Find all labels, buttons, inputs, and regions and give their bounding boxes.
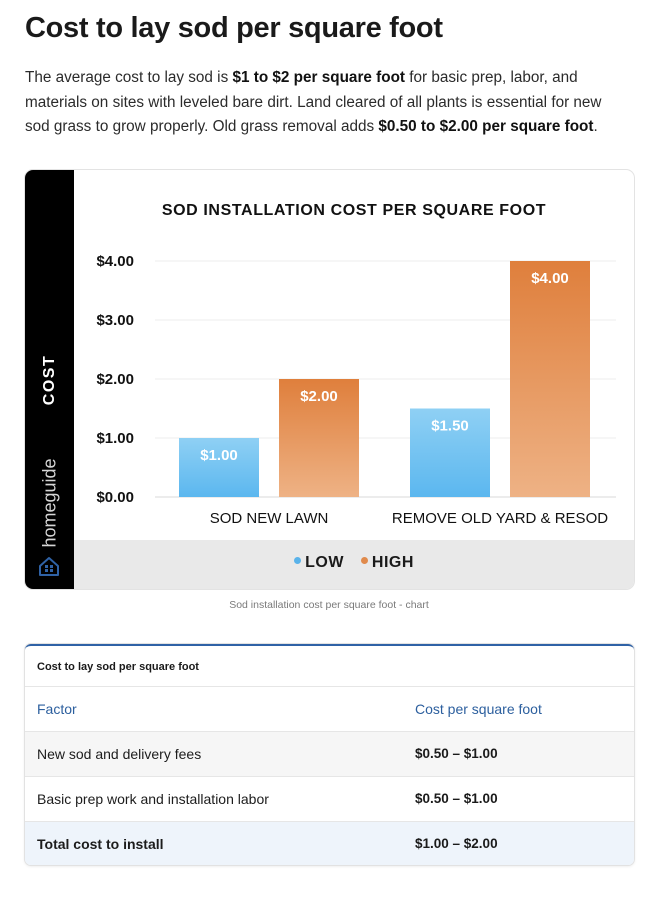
row-factor: New sod and delivery fees bbox=[37, 746, 202, 762]
house-logo-icon bbox=[39, 557, 59, 576]
data-label: $2.00 bbox=[300, 388, 338, 405]
y-tick-label: $1.00 bbox=[96, 430, 134, 447]
intro-text-3: . bbox=[593, 118, 598, 135]
intro-bold-1: $1 to $2 per square foot bbox=[232, 69, 406, 86]
bar-low bbox=[410, 408, 490, 497]
data-label: $1.50 bbox=[431, 418, 469, 435]
brand-wordmark: homeguide bbox=[39, 458, 60, 548]
total-label: Total cost to install bbox=[37, 836, 164, 852]
bar-high bbox=[279, 379, 359, 497]
table-row: Basic prep work and installation labor $… bbox=[25, 777, 634, 822]
data-label: $1.00 bbox=[200, 447, 238, 464]
y-tick-label: $4.00 bbox=[96, 253, 134, 270]
header-cost: Cost per square foot bbox=[415, 701, 542, 717]
row-cost: $0.50 – $1.00 bbox=[415, 791, 498, 806]
data-label: $4.00 bbox=[531, 270, 569, 287]
table-header-row: Factor Cost per square foot bbox=[25, 687, 634, 732]
intro-text-2: for basic prep, labor, and materials on … bbox=[25, 69, 602, 135]
legend-dot-low bbox=[294, 557, 302, 565]
total-cost: $1.00 – $2.00 bbox=[415, 836, 498, 851]
y-tick-label: $2.00 bbox=[96, 371, 134, 388]
cost-table: Cost to lay sod per square foot Factor C… bbox=[25, 644, 634, 865]
legend-dot-high bbox=[360, 557, 368, 565]
intro-paragraph: The average cost to lay sod is $1 to $2 … bbox=[25, 66, 625, 140]
x-tick-label: REMOVE OLD YARD & RESOD bbox=[392, 510, 608, 527]
legend-band: LOW HIGH bbox=[74, 540, 634, 589]
table-total-row: Total cost to install $1.00 – $2.00 bbox=[25, 822, 634, 865]
legend: LOW HIGH bbox=[74, 554, 634, 572]
table-row: New sod and delivery fees $0.50 – $1.00 bbox=[25, 732, 634, 777]
legend-label-low: LOW bbox=[305, 554, 344, 571]
chart-card: COST homeguide SOD INSTALLATION COST PER… bbox=[25, 170, 634, 589]
chart-caption: Sod installation cost per square foot - … bbox=[229, 599, 429, 611]
chart-title: SOD INSTALLATION COST PER SQUARE FOOT bbox=[162, 202, 546, 219]
header-factor: Factor bbox=[37, 701, 77, 717]
y-axis-label: COST bbox=[41, 354, 58, 406]
page-title: Cost to lay sod per square foot bbox=[25, 12, 443, 44]
intro-text-1: The average cost to lay sod is bbox=[25, 69, 233, 86]
legend-item-high: HIGH bbox=[360, 554, 414, 572]
row-cost: $0.50 – $1.00 bbox=[415, 746, 498, 761]
legend-item-low: LOW bbox=[294, 554, 344, 572]
intro-bold-2: $0.50 to $2.00 per square foot bbox=[378, 118, 594, 135]
y-tick-label: $0.00 bbox=[96, 489, 134, 506]
table-caption: Cost to lay sod per square foot bbox=[25, 646, 634, 687]
legend-label-high: HIGH bbox=[371, 554, 414, 571]
bar-low bbox=[179, 438, 259, 497]
bar-high bbox=[510, 261, 590, 497]
chart-plot: SOD INSTALLATION COST PER SQUARE FOOT $0.… bbox=[96, 202, 616, 527]
chart-side-bar: COST homeguide bbox=[25, 170, 74, 589]
row-factor: Basic prep work and installation labor bbox=[37, 791, 269, 807]
x-tick-label: SOD NEW LAWN bbox=[210, 510, 329, 527]
y-tick-label: $3.00 bbox=[96, 312, 134, 329]
